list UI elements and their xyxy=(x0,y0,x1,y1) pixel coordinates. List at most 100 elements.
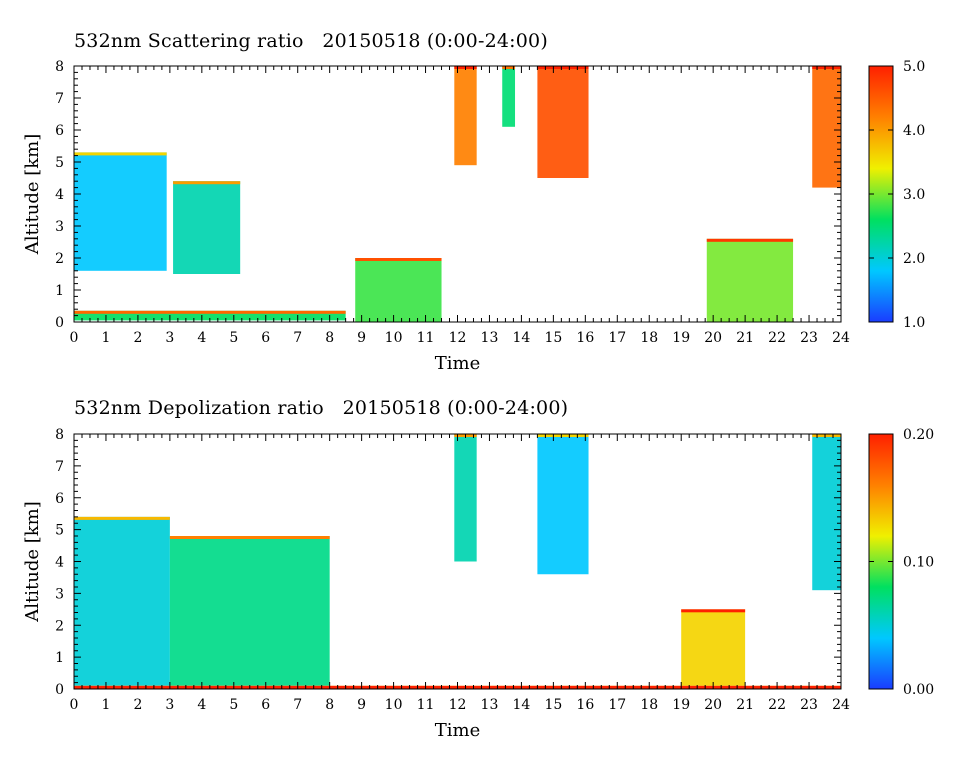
colorbar-tick-label: 1.0 xyxy=(903,315,925,331)
colorbar-tick-label: 4.0 xyxy=(903,123,925,139)
x-tick-label: 8 xyxy=(325,330,334,346)
heatmap-region-edge xyxy=(74,310,346,314)
x-tick-label: 16 xyxy=(576,697,594,713)
x-tick-label: 0 xyxy=(70,330,79,346)
heatmap-region xyxy=(454,66,477,166)
y-tick-label: 7 xyxy=(55,91,64,107)
y-tick-label: 8 xyxy=(55,427,64,443)
heatmap-region xyxy=(537,66,589,178)
y-tick-label: 2 xyxy=(55,618,64,634)
x-tick-label: 12 xyxy=(449,330,467,346)
x-tick-label: 3 xyxy=(165,697,174,713)
heatmap-region xyxy=(706,238,794,322)
x-axis-label: Time xyxy=(435,720,480,741)
heatmap-region-edge xyxy=(355,258,442,261)
heatmap-region-edge xyxy=(706,238,794,242)
x-tick-label: 13 xyxy=(481,697,499,713)
x-tick-label: 5 xyxy=(229,697,238,713)
x-tick-label: 14 xyxy=(513,330,531,346)
heatmap-region xyxy=(169,536,330,686)
x-tick-label: 7 xyxy=(293,330,302,346)
x-tick-label: 10 xyxy=(385,330,403,346)
x-tick-label: 19 xyxy=(672,330,690,346)
y-tick-label: 4 xyxy=(55,187,64,203)
heatmap-region-edge xyxy=(74,516,170,520)
x-axis-label: Time xyxy=(435,353,480,374)
y-tick-label: 2 xyxy=(55,251,64,267)
heatmap-region xyxy=(173,181,241,274)
x-tick-label: 5 xyxy=(229,330,238,346)
x-tick-label: 4 xyxy=(197,697,206,713)
x-tick-label: 9 xyxy=(357,330,366,346)
heatmap-region-edge xyxy=(173,181,241,185)
x-tick-label: 11 xyxy=(417,330,435,346)
x-tick-label: 9 xyxy=(357,697,366,713)
x-tick-label: 12 xyxy=(449,697,467,713)
y-tick-label: 6 xyxy=(55,123,64,139)
heatmap-region-edge xyxy=(502,66,516,69)
heatmap-region xyxy=(74,310,346,321)
heatmap-region xyxy=(355,258,442,322)
heatmap-region xyxy=(454,434,477,562)
x-tick-label: 2 xyxy=(133,697,142,713)
x-tick-label: 6 xyxy=(261,330,270,346)
plot-area xyxy=(74,434,841,689)
heatmap-region xyxy=(681,609,746,686)
colorbar-tick-label: 2.0 xyxy=(903,251,925,267)
x-tick-label: 14 xyxy=(513,697,531,713)
y-axis-label: Altitude [km] xyxy=(22,134,43,256)
y-tick-label: 0 xyxy=(55,315,64,331)
heatmap-region xyxy=(812,434,841,591)
x-tick-label: 1 xyxy=(101,330,110,346)
x-tick-label: 21 xyxy=(736,330,754,346)
y-axis-label: Altitude [km] xyxy=(22,501,43,623)
heatmap-region-edge xyxy=(812,434,841,437)
x-tick-label: 20 xyxy=(704,697,722,713)
y-tick-label: 1 xyxy=(55,650,64,666)
x-tick-label: 11 xyxy=(417,697,435,713)
heatmap-region-edge xyxy=(169,536,330,539)
y-tick-label: 8 xyxy=(55,59,64,75)
y-tick-label: 3 xyxy=(55,219,64,235)
x-tick-label: 20 xyxy=(704,330,722,346)
x-tick-label: 23 xyxy=(800,330,818,346)
x-tick-label: 17 xyxy=(608,330,626,346)
heatmap-region xyxy=(74,516,170,686)
colorbar-tick-label: 0.00 xyxy=(903,682,934,698)
x-tick-label: 23 xyxy=(800,697,818,713)
x-tick-label: 22 xyxy=(768,330,786,346)
heatmap-region-edge xyxy=(537,434,589,437)
y-tick-label: 5 xyxy=(55,155,64,171)
x-tick-label: 0 xyxy=(70,697,79,713)
colorbar-tick-label: 5.0 xyxy=(903,59,925,75)
heatmap-region xyxy=(74,152,167,271)
x-tick-label: 15 xyxy=(544,697,562,713)
depolarization-ratio-title: 532nm Depolization ratio 20150518 (0:00-… xyxy=(74,397,569,419)
heatmap-region xyxy=(537,434,589,575)
x-tick-label: 18 xyxy=(640,697,658,713)
x-tick-label: 19 xyxy=(672,697,690,713)
heatmap-region xyxy=(812,66,841,188)
y-tick-label: 3 xyxy=(55,586,64,602)
x-tick-label: 17 xyxy=(608,697,626,713)
x-tick-label: 21 xyxy=(736,697,754,713)
x-tick-label: 16 xyxy=(576,330,594,346)
x-tick-label: 24 xyxy=(832,330,850,346)
heatmap-region-edge xyxy=(74,152,167,156)
y-tick-label: 1 xyxy=(55,283,64,299)
colorbar-tick-label: 0.20 xyxy=(903,427,934,443)
y-tick-label: 4 xyxy=(55,555,64,571)
x-tick-label: 13 xyxy=(481,330,499,346)
plot-area xyxy=(74,66,841,322)
scattering-ratio-title: 532nm Scattering ratio 20150518 (0:00-24… xyxy=(74,30,548,52)
heatmap-region-edge xyxy=(812,66,841,69)
y-tick-label: 5 xyxy=(55,523,64,539)
heatmap-region-edge xyxy=(681,609,746,613)
x-tick-label: 7 xyxy=(293,697,302,713)
x-tick-label: 3 xyxy=(165,330,174,346)
x-tick-label: 10 xyxy=(385,697,403,713)
colorbar-tick-label: 0.10 xyxy=(903,555,934,571)
y-tick-label: 7 xyxy=(55,459,64,475)
x-tick-label: 4 xyxy=(197,330,206,346)
